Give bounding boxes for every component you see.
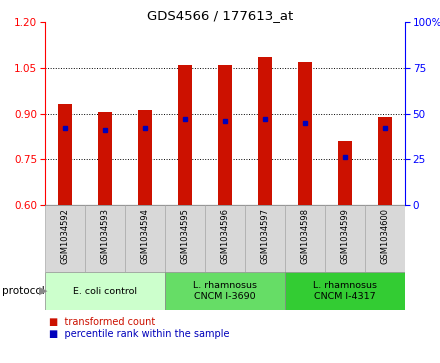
Text: GSM1034592: GSM1034592 (61, 208, 70, 264)
Text: GSM1034594: GSM1034594 (140, 208, 150, 264)
Bar (178, 65, 192, 205)
Text: GDS4566 / 177613_at: GDS4566 / 177613_at (147, 9, 293, 22)
Text: GSM1034597: GSM1034597 (260, 208, 269, 264)
Text: L. rhamnosus
CNCM I-4317: L. rhamnosus CNCM I-4317 (313, 281, 377, 301)
Bar (125, 205, 165, 272)
Bar (338, 141, 352, 205)
Text: GSM1034593: GSM1034593 (100, 208, 110, 264)
Text: ■  percentile rank within the sample: ■ percentile rank within the sample (49, 329, 230, 339)
Bar (165, 272, 285, 310)
Bar (325, 205, 365, 272)
Text: protocol: protocol (2, 286, 45, 296)
Bar (218, 65, 232, 205)
Text: GSM1034595: GSM1034595 (180, 208, 190, 264)
Bar (165, 205, 205, 272)
Text: GSM1034599: GSM1034599 (341, 208, 349, 264)
Bar (58, 104, 72, 205)
Text: ■  transformed count: ■ transformed count (49, 317, 156, 327)
Text: E. coli control: E. coli control (73, 286, 137, 295)
Bar (205, 205, 245, 272)
Bar (298, 62, 312, 205)
Text: L. rhamnosus
CNCM I-3690: L. rhamnosus CNCM I-3690 (193, 281, 257, 301)
Bar (45, 272, 165, 310)
Text: GSM1034596: GSM1034596 (220, 208, 230, 264)
Bar (285, 272, 405, 310)
Bar (378, 117, 392, 205)
Text: ▶: ▶ (39, 286, 47, 296)
Bar (285, 205, 325, 272)
Bar (258, 57, 272, 205)
Bar (365, 205, 405, 272)
Bar (98, 112, 112, 205)
Text: GSM1034598: GSM1034598 (301, 208, 309, 264)
Text: GSM1034600: GSM1034600 (381, 208, 389, 264)
Bar (85, 205, 125, 272)
Bar (245, 205, 285, 272)
Bar (138, 110, 152, 205)
Bar (45, 205, 85, 272)
